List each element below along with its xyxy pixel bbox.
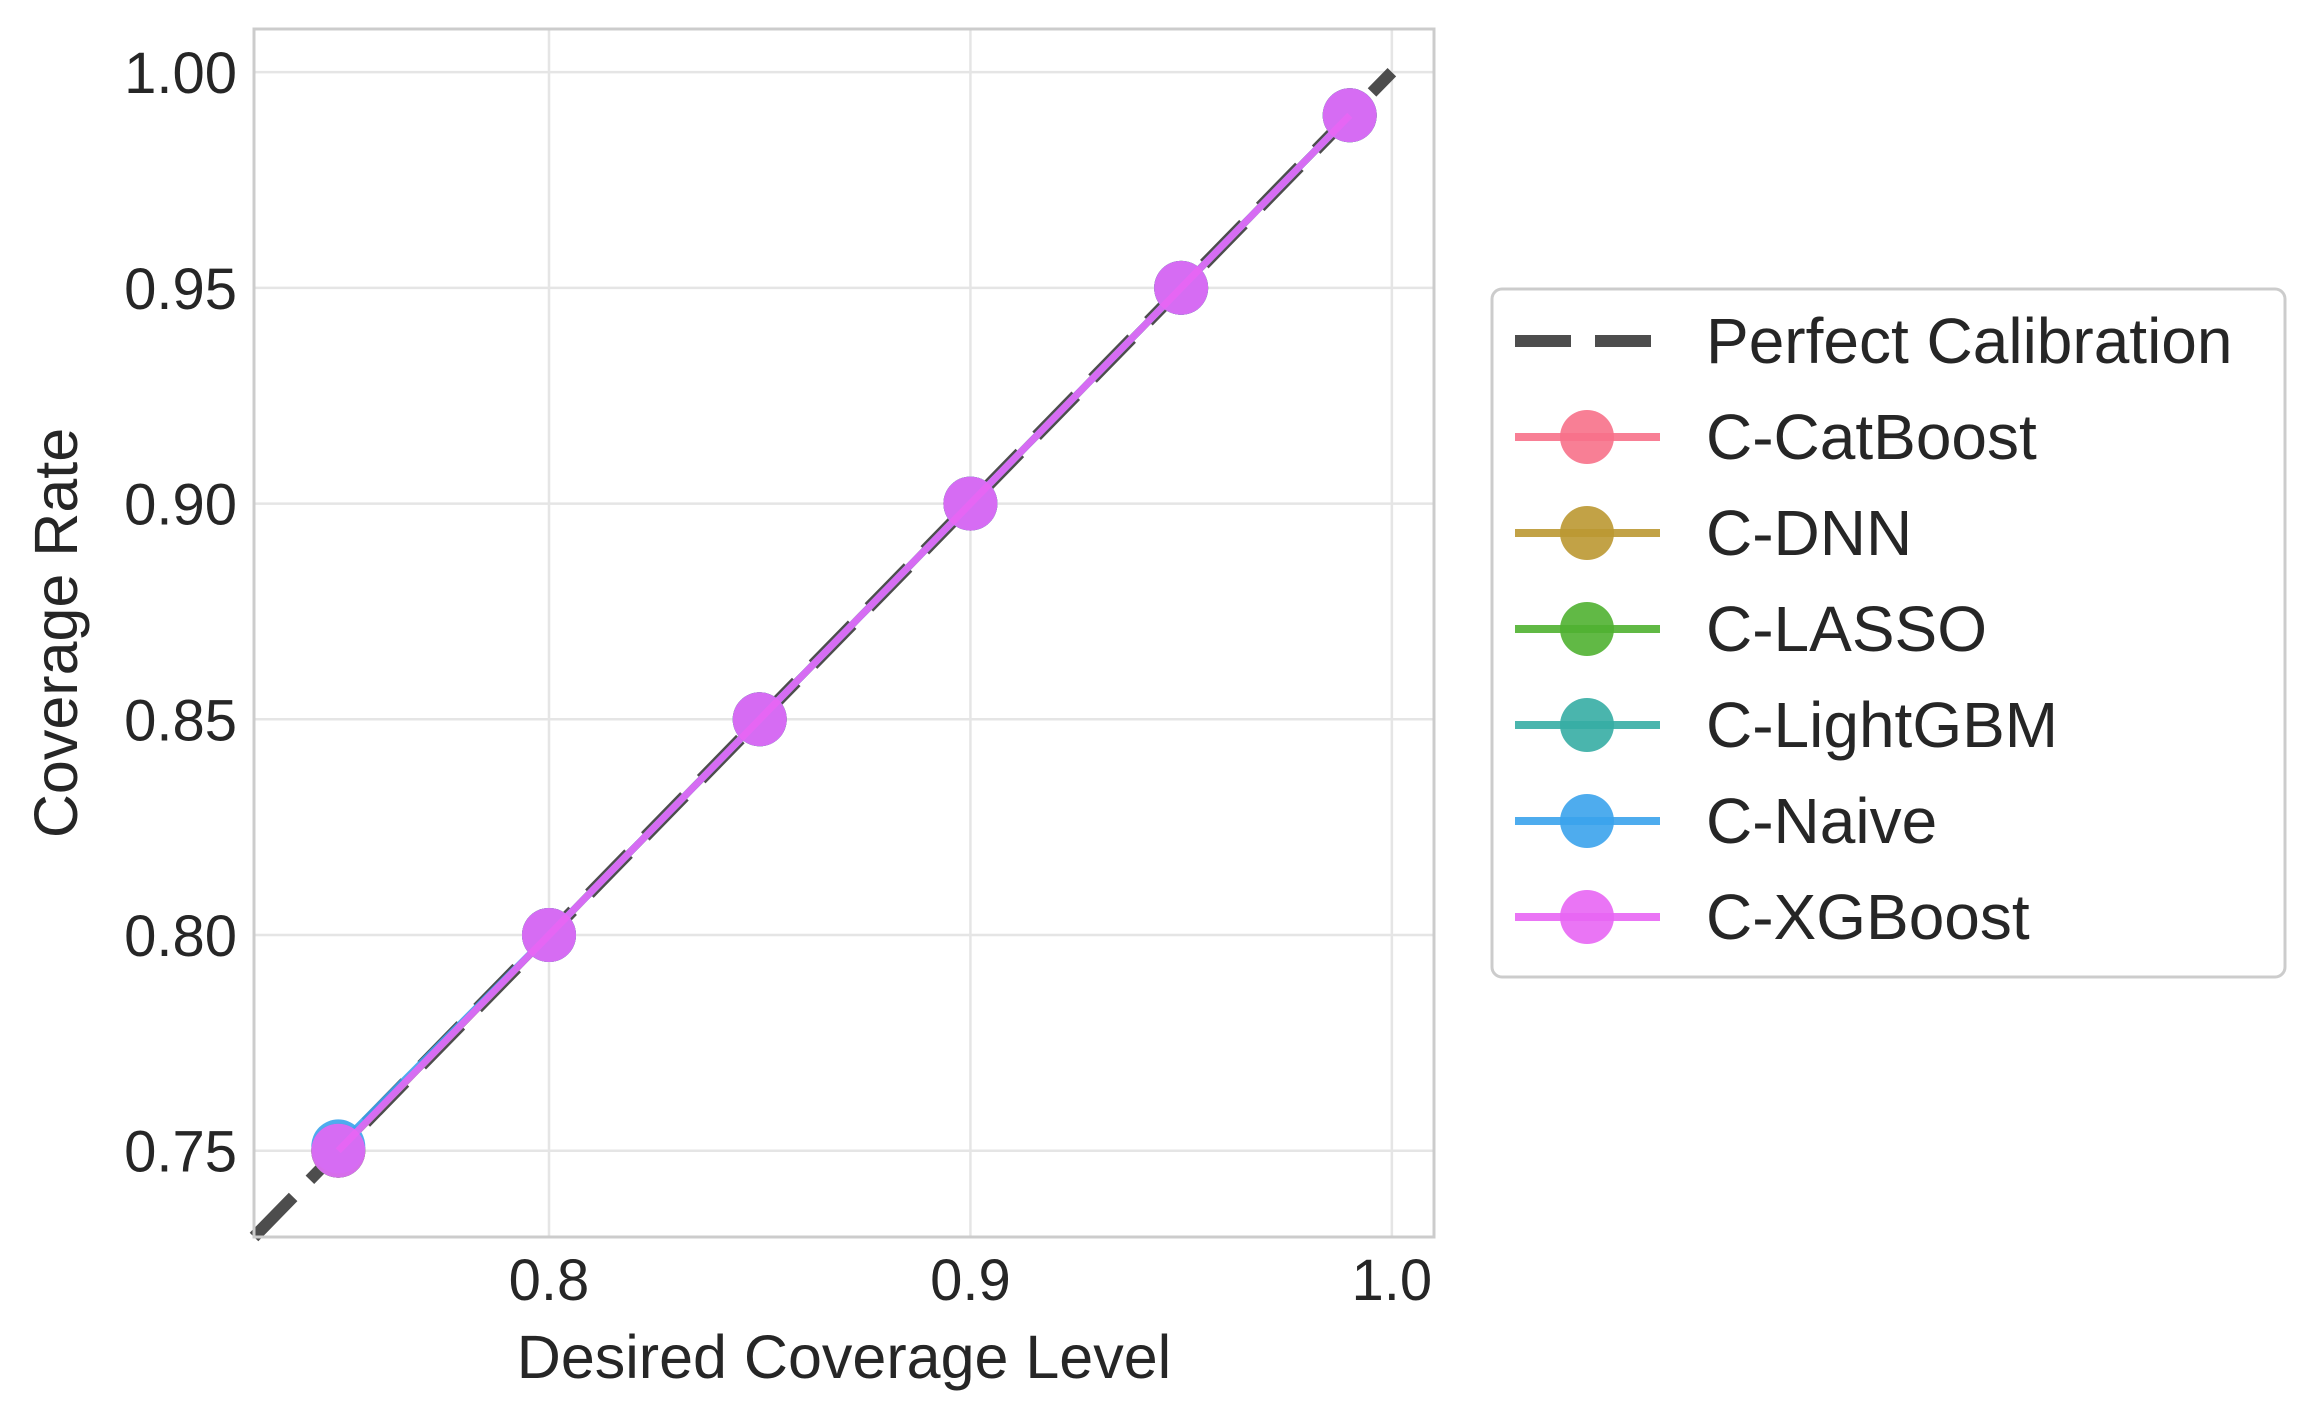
- legend-label-c-xgboost: C-XGBoost: [1706, 881, 2030, 953]
- x-tick-label: 1.0: [1352, 1248, 1433, 1313]
- data-point-c-xgboost: [1322, 88, 1377, 143]
- x-tick-label: 0.8: [509, 1248, 590, 1313]
- y-tick-label: 0.90: [124, 473, 237, 538]
- data-point-c-xgboost: [1154, 260, 1209, 315]
- x-axis-ticks: 0.8 0.9 1.0: [509, 1248, 1432, 1313]
- legend-label-perfect-calibration: Perfect Calibration: [1706, 305, 2232, 377]
- legend-swatch-marker-c-naive: [1560, 794, 1614, 848]
- y-axis-ticks: 0.75 0.80 0.85 0.90 0.95 1.00: [124, 41, 237, 1185]
- legend-swatch-marker-c-lightgbm: [1560, 698, 1614, 752]
- legend-swatch-marker-c-catboost: [1560, 410, 1614, 464]
- legend-label-c-lightgbm: C-LightGBM: [1706, 689, 2058, 761]
- x-axis-label: Desired Coverage Level: [517, 1323, 1171, 1391]
- legend-swatch-marker-c-lasso: [1560, 602, 1614, 656]
- legend-swatch-marker-c-dnn: [1560, 506, 1614, 560]
- plot-frame: [252, 27, 1436, 1239]
- data-point-c-xgboost: [311, 1123, 366, 1178]
- y-tick-label: 0.85: [124, 688, 237, 753]
- y-axis-label: Coverage Rate: [22, 428, 90, 838]
- legend: Perfect Calibration C-CatBoost C-DNN C-LASS…: [1490, 287, 2287, 979]
- y-tick-label: 0.95: [124, 257, 237, 322]
- series-line-c-xgboost: [335, 112, 1353, 1154]
- legend-label-c-lasso: C-LASSO: [1706, 593, 1987, 665]
- legend-swatch-marker-c-xgboost: [1560, 890, 1614, 944]
- plot-area: [249, 67, 1397, 1242]
- legend-label-c-naive: C-Naive: [1706, 785, 1937, 857]
- y-tick-label: 0.80: [124, 904, 237, 969]
- data-point-c-xgboost: [522, 908, 576, 962]
- y-tick-label: 1.00: [124, 41, 237, 106]
- data-point-c-xgboost: [943, 476, 998, 531]
- x-tick-label: 0.9: [930, 1248, 1011, 1313]
- legend-label-c-dnn: C-DNN: [1706, 497, 1912, 569]
- grid-lines: [254, 29, 1434, 1237]
- y-tick-label: 0.75: [124, 1120, 237, 1185]
- legend-frame: [1490, 287, 2287, 979]
- legend-label-c-catboost: C-CatBoost: [1706, 401, 2037, 473]
- data-point-c-xgboost: [732, 692, 787, 747]
